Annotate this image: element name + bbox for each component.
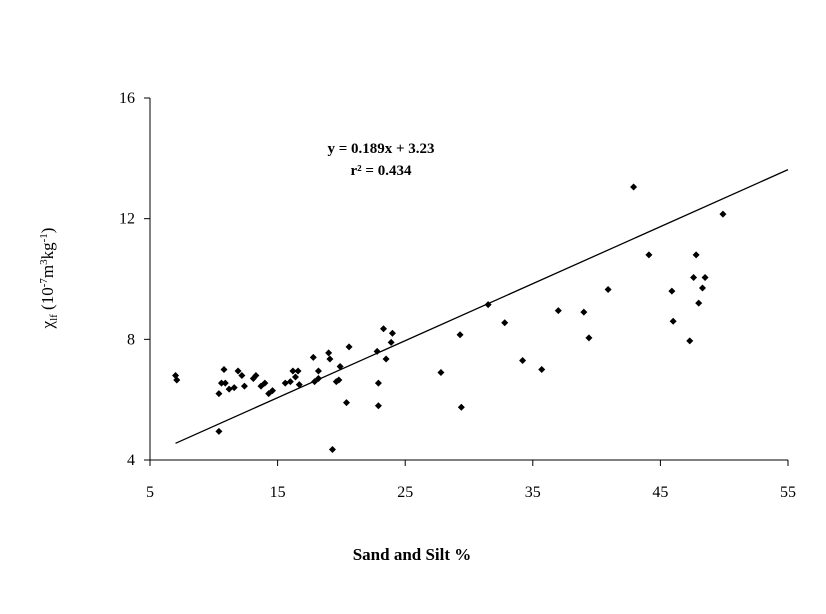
x-tick-label: 5 — [146, 484, 154, 501]
data-point — [604, 286, 612, 294]
y-tick-label: 12 — [119, 211, 135, 228]
x-axis-title: Sand and Silt % — [353, 545, 472, 564]
x-tick-label: 15 — [270, 484, 286, 501]
y-axis-symbol: χ — [38, 320, 57, 329]
regression-line-group — [175, 169, 789, 444]
data-point — [220, 366, 228, 373]
axes — [149, 98, 788, 461]
data-point — [686, 337, 694, 345]
data-point — [554, 307, 562, 315]
y-tick-label: 8 — [127, 331, 135, 348]
data-point — [380, 325, 388, 333]
data-point — [238, 372, 246, 380]
data-point — [343, 399, 351, 407]
data-point — [382, 355, 390, 363]
data-point — [501, 319, 509, 327]
x-tick-label: 25 — [397, 484, 413, 501]
data-point — [645, 251, 653, 259]
data-point — [457, 403, 465, 411]
x-tick-label: 55 — [780, 484, 796, 501]
r-squared-label: r² = 0.434 — [351, 163, 412, 179]
equation-label: y = 0.189x + 3.23 — [327, 141, 434, 157]
data-point — [437, 369, 445, 377]
y-axis-units-main: (10 — [38, 287, 57, 314]
data-point — [294, 367, 302, 375]
data-point — [225, 385, 233, 393]
data-point — [630, 183, 638, 191]
data-point — [328, 445, 336, 453]
data-point — [719, 210, 727, 218]
regression-line — [175, 169, 789, 444]
ticks: 5 15 25 35 45 55 4 8 12 16 — [119, 90, 796, 501]
data-point — [374, 379, 382, 387]
y-axis-title: χlf (10-7m3kg-1) — [38, 228, 60, 330]
data-point — [215, 427, 223, 435]
data-point — [668, 287, 676, 295]
data-point — [217, 379, 225, 387]
y-axis-units-mid2: kg — [38, 242, 57, 260]
data-point — [261, 379, 269, 387]
data-point — [221, 379, 229, 387]
y-axis-units-end: ) — [38, 228, 57, 234]
data-point — [230, 384, 238, 392]
data-point — [215, 390, 223, 398]
data-point — [295, 381, 303, 389]
data-points — [172, 183, 727, 453]
y-tick-label: 16 — [119, 90, 135, 107]
data-point — [173, 376, 181, 384]
data-point — [325, 349, 333, 357]
y-axis-units-exp3: -1 — [38, 233, 50, 242]
data-point — [699, 284, 707, 292]
y-axis-subscript: lf — [48, 314, 60, 321]
data-point — [314, 367, 322, 375]
data-point — [326, 355, 334, 363]
data-point — [701, 273, 709, 281]
data-point — [309, 353, 317, 361]
data-point — [695, 299, 703, 307]
data-point — [336, 362, 344, 370]
x-tick-label: 45 — [652, 484, 668, 501]
data-point — [690, 273, 698, 281]
data-point — [538, 366, 546, 373]
y-axis-units-exp2: 3 — [38, 259, 50, 265]
data-point — [669, 317, 677, 325]
y-axis-units-mid: m — [38, 265, 57, 278]
data-point — [289, 367, 297, 375]
y-axis-units-exp1: -7 — [38, 278, 50, 288]
data-point — [240, 382, 248, 390]
data-point — [519, 356, 527, 364]
data-point — [291, 373, 299, 381]
data-point — [252, 372, 260, 380]
data-point — [388, 329, 396, 337]
data-point — [345, 343, 353, 351]
data-point — [335, 376, 343, 384]
data-point — [234, 367, 242, 375]
data-point — [692, 251, 700, 259]
data-point — [387, 338, 395, 346]
x-tick-label: 35 — [525, 484, 541, 501]
data-point — [585, 334, 593, 342]
data-point — [374, 402, 382, 410]
data-point — [286, 378, 294, 386]
data-point — [268, 387, 276, 395]
data-point — [456, 331, 464, 339]
data-point — [580, 308, 588, 316]
data-point — [281, 379, 289, 387]
y-tick-label: 4 — [127, 452, 135, 469]
